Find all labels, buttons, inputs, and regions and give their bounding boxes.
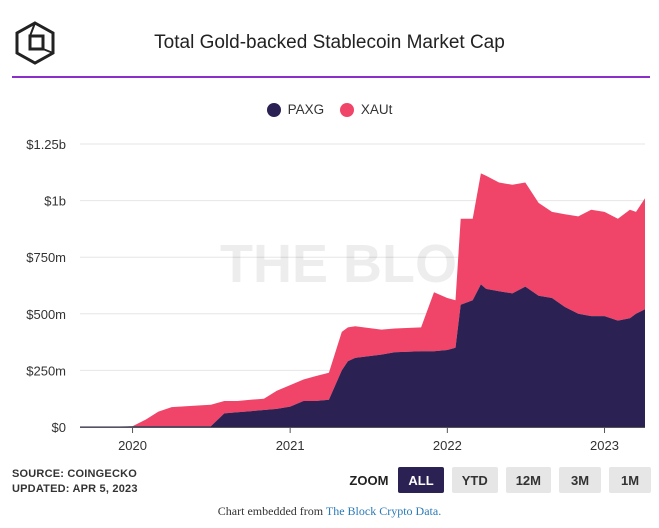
chart-source-info: SOURCE: COINGECKO UPDATED: APR 5, 2023 [12, 467, 138, 497]
chart-title: Total Gold-backed Stablecoin Market Cap [154, 32, 505, 53]
chart-header: Total Gold-backed Stablecoin Market Cap [0, 0, 659, 78]
embed-credit: Chart embedded from The Block Crypto Dat… [0, 504, 659, 519]
legend-label-xaut: XAUt [360, 102, 393, 117]
legend-swatch-paxg [266, 102, 281, 117]
chart-legend: PAXG XAUt [0, 102, 659, 120]
zoom-3m-button[interactable]: 3M [559, 467, 601, 493]
header-divider [12, 76, 650, 78]
x-tick-label: 2023 [590, 438, 619, 453]
x-tick-label: 2021 [276, 438, 305, 453]
y-tick-label: $1b [44, 194, 66, 209]
zoom-12m-button[interactable]: 12M [505, 467, 551, 493]
legend-label-paxg: PAXG [287, 102, 325, 117]
zoom-label: ZOOM [349, 472, 389, 488]
paxg-area [80, 284, 645, 427]
x-tick-label: 2022 [433, 438, 462, 453]
zoom-1m-button[interactable]: 1M [609, 467, 651, 493]
y-tick-label: $250m [26, 363, 66, 378]
y-tick-label: $750m [26, 250, 66, 265]
updated-text: UPDATED: APR 5, 2023 [12, 483, 138, 495]
embed-link[interactable]: The Block Crypto Data. [325, 504, 442, 518]
y-tick-label: $500m [26, 307, 66, 322]
embed-prefix: Chart embedded from [217, 504, 326, 518]
zoom-all-button[interactable]: ALL [398, 467, 444, 493]
source-text: SOURCE: COINGECKO [12, 468, 138, 480]
legend-item-xaut[interactable]: XAUt [339, 102, 393, 117]
zoom-controls: ZOOM ALL YTD 12M 3M 1M [349, 467, 651, 493]
zoom-ytd-button[interactable]: YTD [451, 467, 498, 493]
y-tick-label: $0 [52, 420, 66, 435]
the-block-cube-logo-icon [15, 21, 55, 65]
legend-item-paxg[interactable]: PAXG [266, 102, 325, 117]
y-tick-label: $1.25b [26, 137, 66, 152]
legend-swatch-xaut [339, 102, 354, 117]
x-tick-label: 2020 [118, 438, 147, 453]
xaut-area [80, 173, 645, 427]
